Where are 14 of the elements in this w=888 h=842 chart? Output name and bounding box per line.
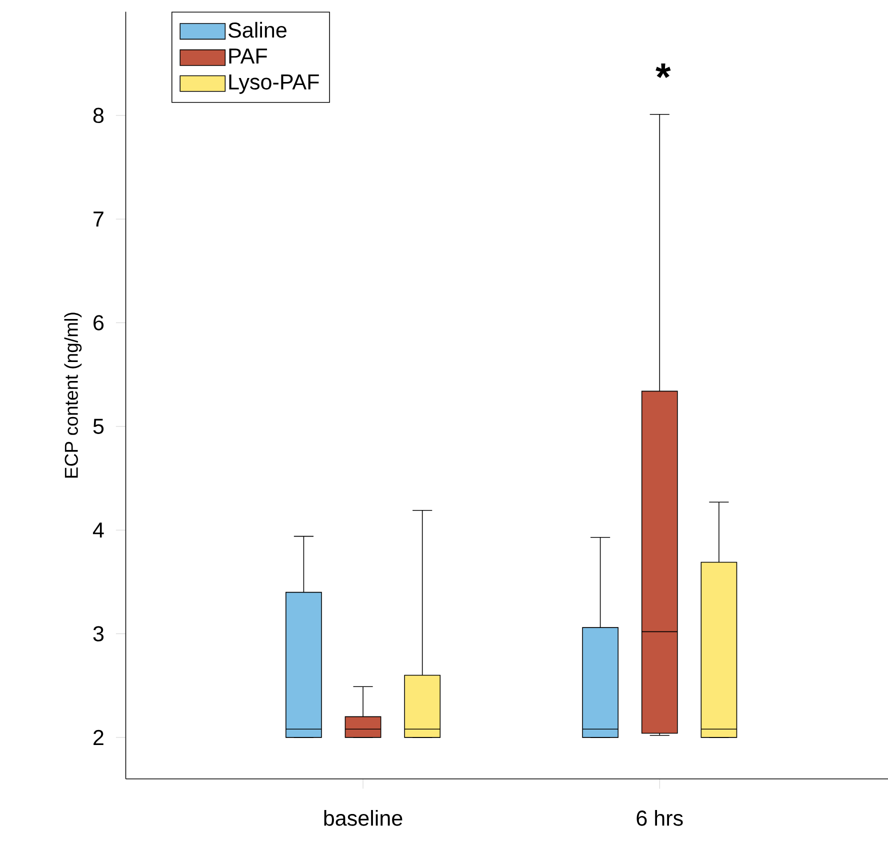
- legend-label: Lyso-PAF: [229, 74, 319, 94]
- legend-label: Saline: [228, 22, 286, 38]
- y-tick-label: 3: [93, 626, 104, 642]
- y-tick-label: 8: [93, 108, 104, 124]
- x-tick-label: baseline: [324, 810, 402, 826]
- y-tick-label: 4: [92, 522, 104, 538]
- y-tick-label: 7: [94, 212, 104, 227]
- y-tick-label: 5: [93, 419, 104, 434]
- y-tick-label: 6: [94, 315, 104, 331]
- x-tick-label: 6 hrs: [636, 810, 683, 826]
- legend-label: PAF: [229, 48, 267, 64]
- y-axis-title: ECP content (ng/ml): [64, 312, 82, 478]
- annotation: *: [656, 64, 671, 78]
- y-tick-label: 2: [94, 730, 104, 746]
